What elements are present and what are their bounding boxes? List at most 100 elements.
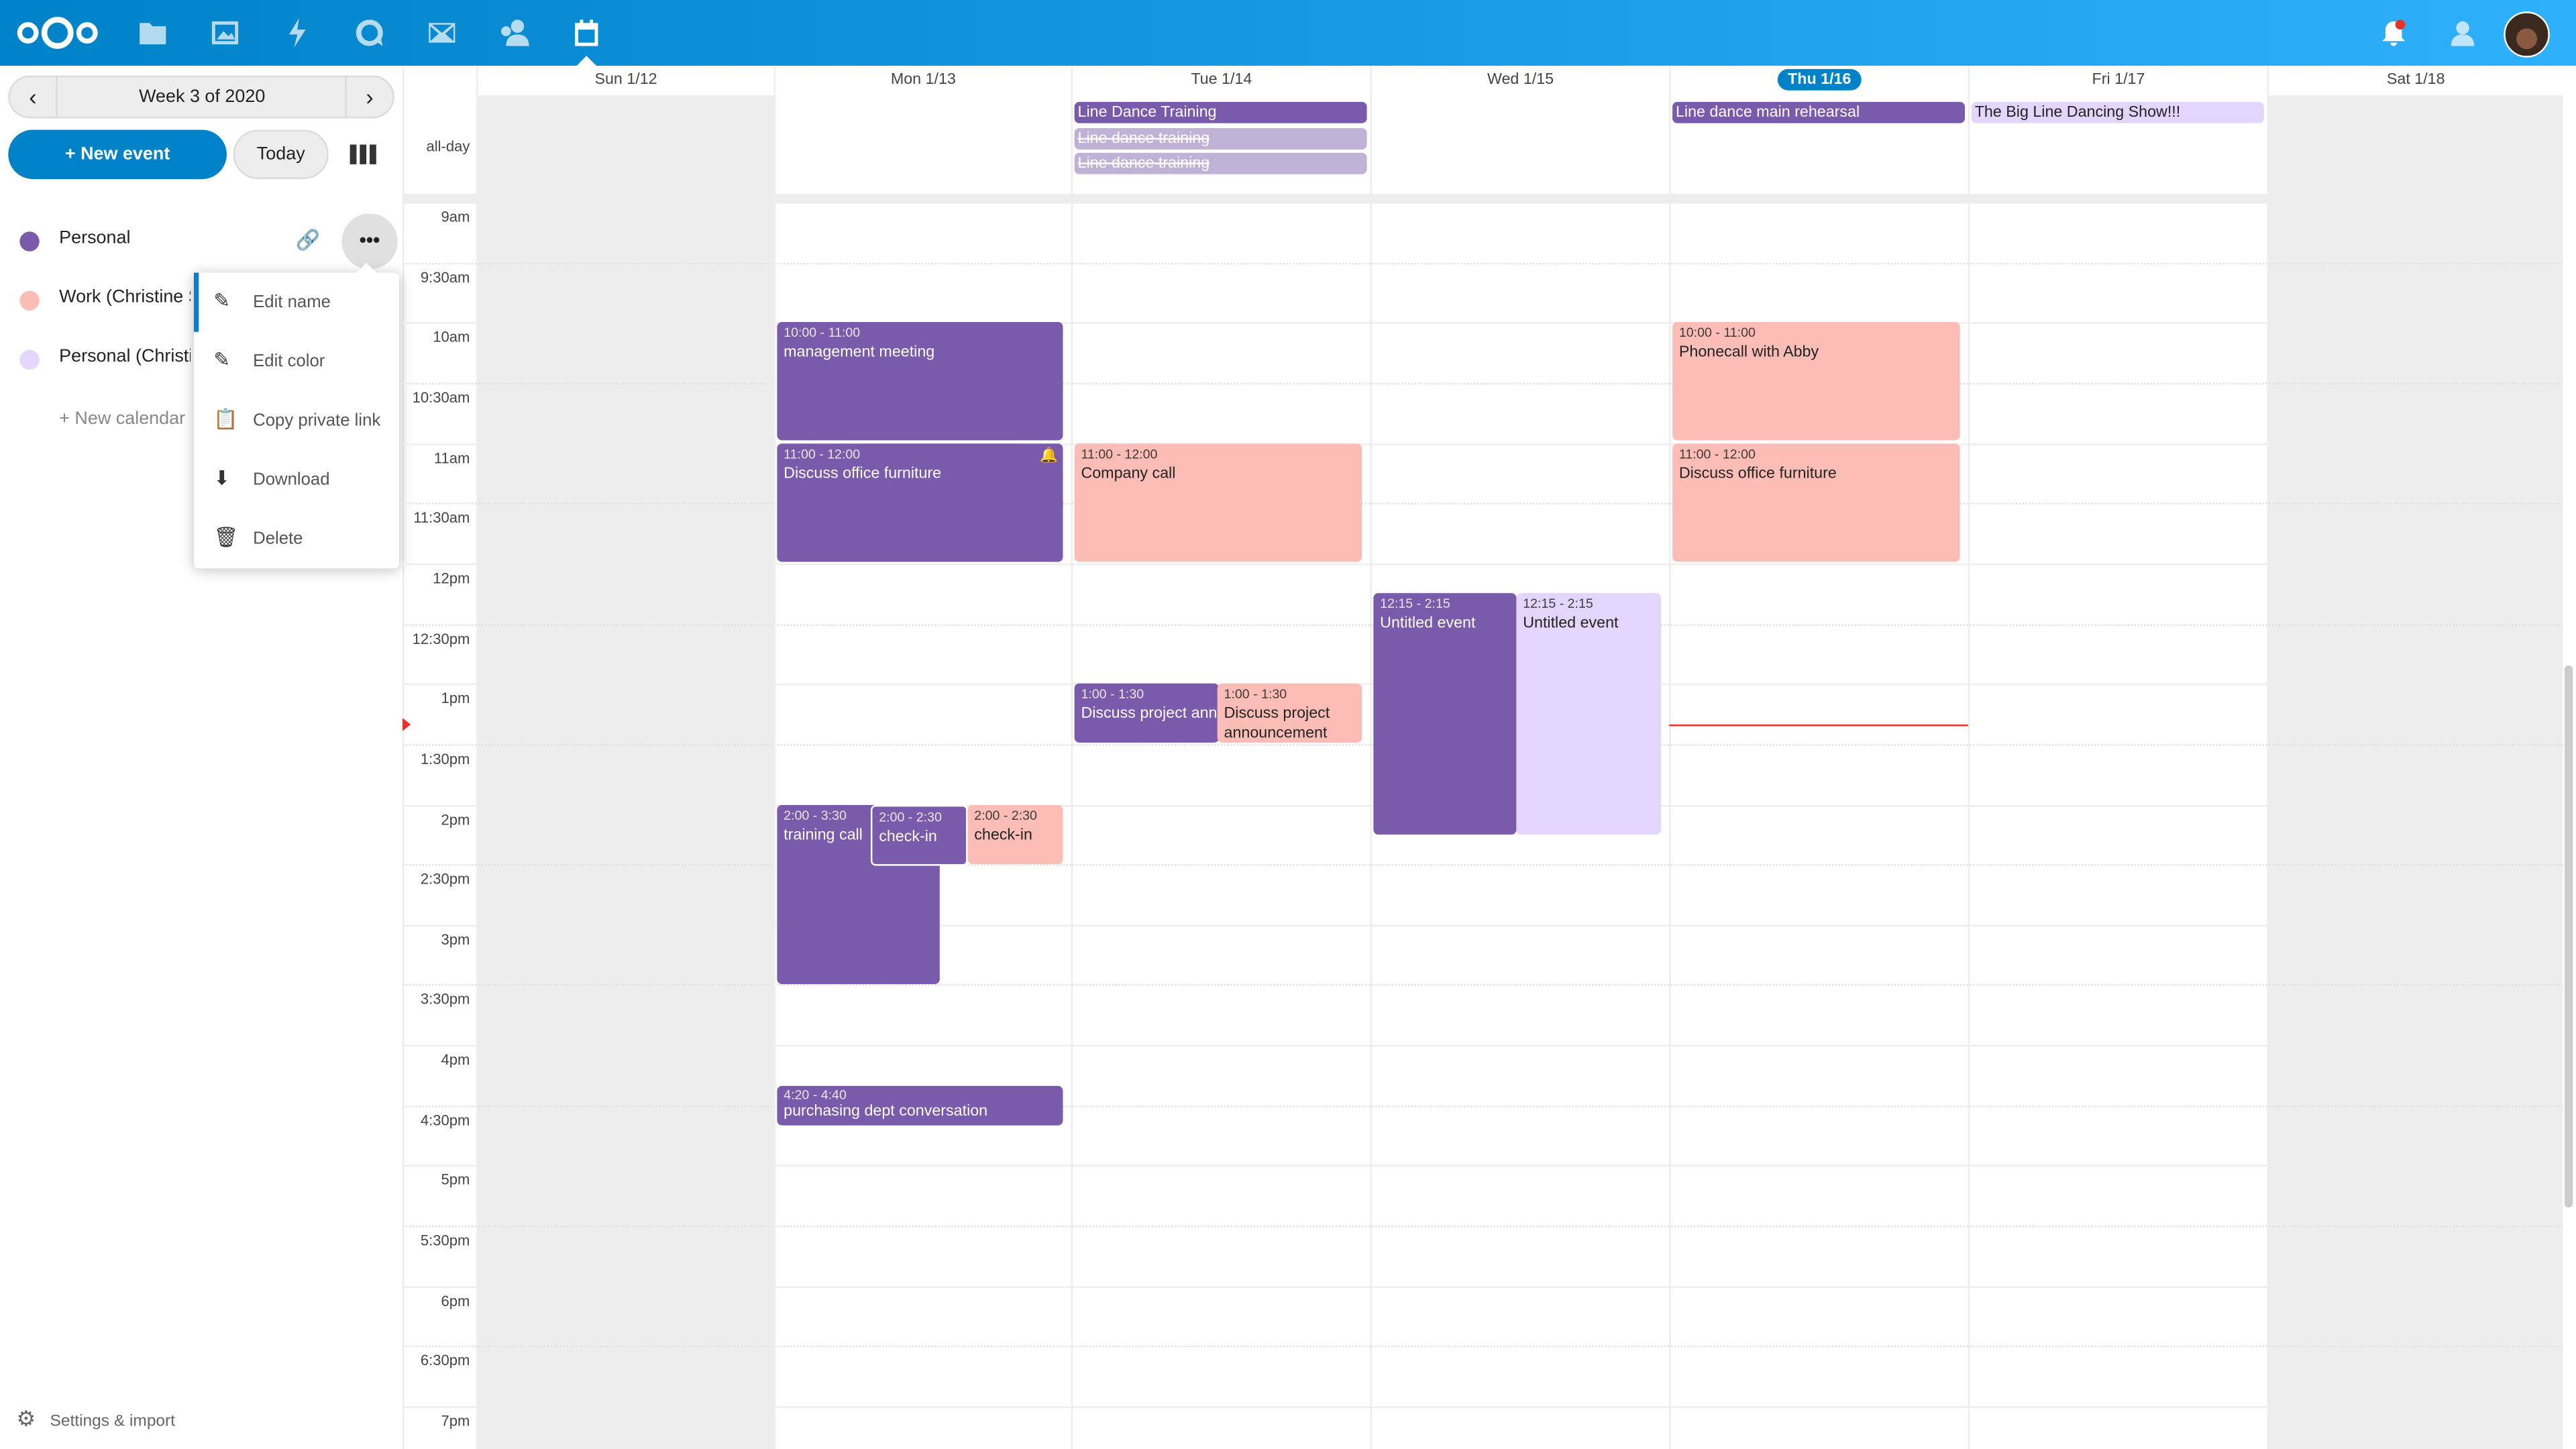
new-calendar-button[interactable]: + New calendar — [59, 409, 186, 429]
contacts-icon[interactable] — [498, 16, 531, 49]
time-label: 1pm — [441, 690, 470, 707]
menu-arrow — [356, 262, 376, 273]
talk-icon[interactable] — [354, 16, 386, 49]
time-label: 10:30am — [412, 389, 470, 406]
event[interactable]: 12:15 - 2:15 Untitled event — [1516, 593, 1661, 835]
settings-import-button[interactable]: ⚙ Settings & import — [16, 1406, 175, 1432]
time-label: 5:30pm — [420, 1232, 470, 1249]
day-divider — [2267, 95, 2269, 1449]
menu-item-edit-color[interactable]: ✎ Edit color — [213, 348, 325, 372]
time-label: 2pm — [441, 810, 470, 828]
reminder-bell-icon: 🔔 — [1039, 445, 1059, 463]
grid-line — [402, 443, 2563, 445]
settings-label: Settings & import — [50, 1413, 176, 1432]
active-app-indicator — [576, 56, 596, 66]
event[interactable]: 2:00 - 2:30 check-in — [870, 804, 968, 865]
today-button[interactable]: Today — [233, 129, 329, 179]
event[interactable]: 11:00 - 12:00 Discuss office furniture 🔔 — [777, 443, 1063, 561]
weekend-column-sun — [476, 95, 774, 1449]
day-divider — [773, 95, 775, 1449]
download-icon: ⬇ — [213, 466, 231, 490]
event[interactable]: 12:15 - 2:15 Untitled event — [1373, 593, 1517, 835]
grid-line — [402, 1285, 2563, 1288]
previous-week-button[interactable]: ‹ — [10, 77, 58, 117]
grid-line — [402, 1406, 2563, 1408]
day-divider — [1071, 95, 1073, 1449]
grid-line — [402, 924, 2563, 926]
time-label: 2:30pm — [420, 871, 470, 888]
day-header[interactable]: Sat 1/18 — [2267, 65, 2563, 96]
new-event-button[interactable]: + New event — [8, 129, 227, 179]
time-label: 7pm — [441, 1413, 470, 1430]
calendar-name: Work (Christine S — [59, 287, 191, 307]
calendar-item-work[interactable]: Work (Christine S — [0, 271, 402, 330]
event[interactable]: 11:00 - 12:00 Discuss office furniture — [1672, 443, 1960, 561]
time-label: 1:30pm — [420, 750, 470, 767]
more-actions-button[interactable]: ••• — [341, 213, 398, 270]
grid-line — [402, 1226, 2563, 1228]
notifications-icon[interactable] — [2377, 16, 2410, 49]
time-label: 10am — [433, 329, 470, 346]
scrollbar[interactable] — [2564, 665, 2573, 1208]
allday-event-cancelled[interactable]: Line dance training — [1074, 128, 1367, 150]
time-label: 12:30pm — [412, 630, 470, 647]
avatar[interactable] — [2504, 11, 2550, 58]
week-label[interactable]: Week 3 of 2020 — [139, 87, 266, 107]
calendar-item-personal[interactable]: Personal 🔗 ••• — [0, 212, 402, 271]
time-label: 5pm — [441, 1172, 470, 1189]
grid-line — [402, 202, 2563, 204]
calendar-color-dot — [19, 290, 40, 311]
calendar-icon[interactable] — [570, 16, 603, 49]
allday-event[interactable]: Line Dance Training — [1074, 101, 1367, 123]
day-header[interactable]: Tue 1/14 — [1071, 65, 1371, 96]
event[interactable]: 2:00 - 2:30 check-in — [967, 804, 1063, 863]
time-label: 9am — [441, 209, 470, 225]
time-label: 6:30pm — [420, 1352, 470, 1369]
activity-icon[interactable] — [281, 16, 314, 49]
grid-line — [402, 322, 2563, 325]
time-label: 9:30am — [420, 268, 470, 286]
day-divider — [1968, 95, 1970, 1449]
time-label: 3pm — [441, 931, 470, 948]
event[interactable]: 4:20 - 4:40 purchasing dept conversation — [777, 1085, 1063, 1126]
time-label: 4pm — [441, 1051, 470, 1069]
day-header[interactable]: Wed 1/15 — [1370, 65, 1669, 96]
event[interactable]: 10:00 - 11:00 management meeting — [777, 322, 1063, 441]
grid-line — [402, 864, 2563, 866]
menu-item-edit-name[interactable]: ✎ Edit name — [193, 272, 399, 332]
top-bar — [0, 0, 2576, 66]
files-icon[interactable] — [136, 16, 169, 49]
grid-line — [402, 563, 2563, 566]
event[interactable]: 10:00 - 11:00 Phonecall with Abby — [1672, 322, 1960, 441]
allday-event-cancelled[interactable]: Line dance training — [1074, 152, 1367, 174]
grid-line — [402, 985, 2563, 987]
next-week-button[interactable]: › — [345, 77, 392, 117]
gear-icon: ⚙ — [16, 1406, 36, 1432]
mail-icon[interactable] — [425, 16, 458, 49]
day-header[interactable]: Mon 1/13 — [773, 65, 1071, 96]
day-header[interactable]: Fri 1/17 — [1968, 65, 2267, 96]
allday-event[interactable]: The Big Line Dancing Show!!! — [1971, 101, 2264, 123]
grid-line — [402, 1165, 2563, 1167]
view-switch-icon[interactable] — [350, 144, 376, 164]
calendar-name: Personal (Christi — [59, 346, 191, 367]
pencil-icon: ✎ — [213, 289, 231, 313]
contacts-menu-icon[interactable] — [2443, 16, 2476, 49]
day-divider — [1669, 95, 1671, 1449]
menu-item-download[interactable]: ⬇ Download — [213, 466, 330, 490]
time-label: 4:30pm — [420, 1112, 470, 1128]
share-link-icon[interactable]: 🔗 — [295, 228, 321, 252]
photos-icon[interactable] — [209, 16, 241, 49]
menu-item-copy-private-link[interactable]: 📋 Copy private link — [213, 407, 381, 431]
trash-icon: 🗑 — [213, 525, 239, 549]
nextcloud-logo[interactable] — [16, 15, 98, 51]
day-header[interactable]: Sun 1/12 — [476, 65, 773, 96]
allday-event[interactable]: Line dance main rehearsal — [1672, 101, 1966, 123]
day-divider — [476, 95, 478, 1449]
calendar-item-personal-shared[interactable]: Personal (Christi — [0, 330, 402, 389]
event[interactable]: 11:00 - 12:00 Company call — [1074, 443, 1362, 561]
menu-item-delete[interactable]: 🗑 Delete — [213, 525, 303, 549]
day-header[interactable]: Thu 1/16 — [1669, 65, 1968, 96]
